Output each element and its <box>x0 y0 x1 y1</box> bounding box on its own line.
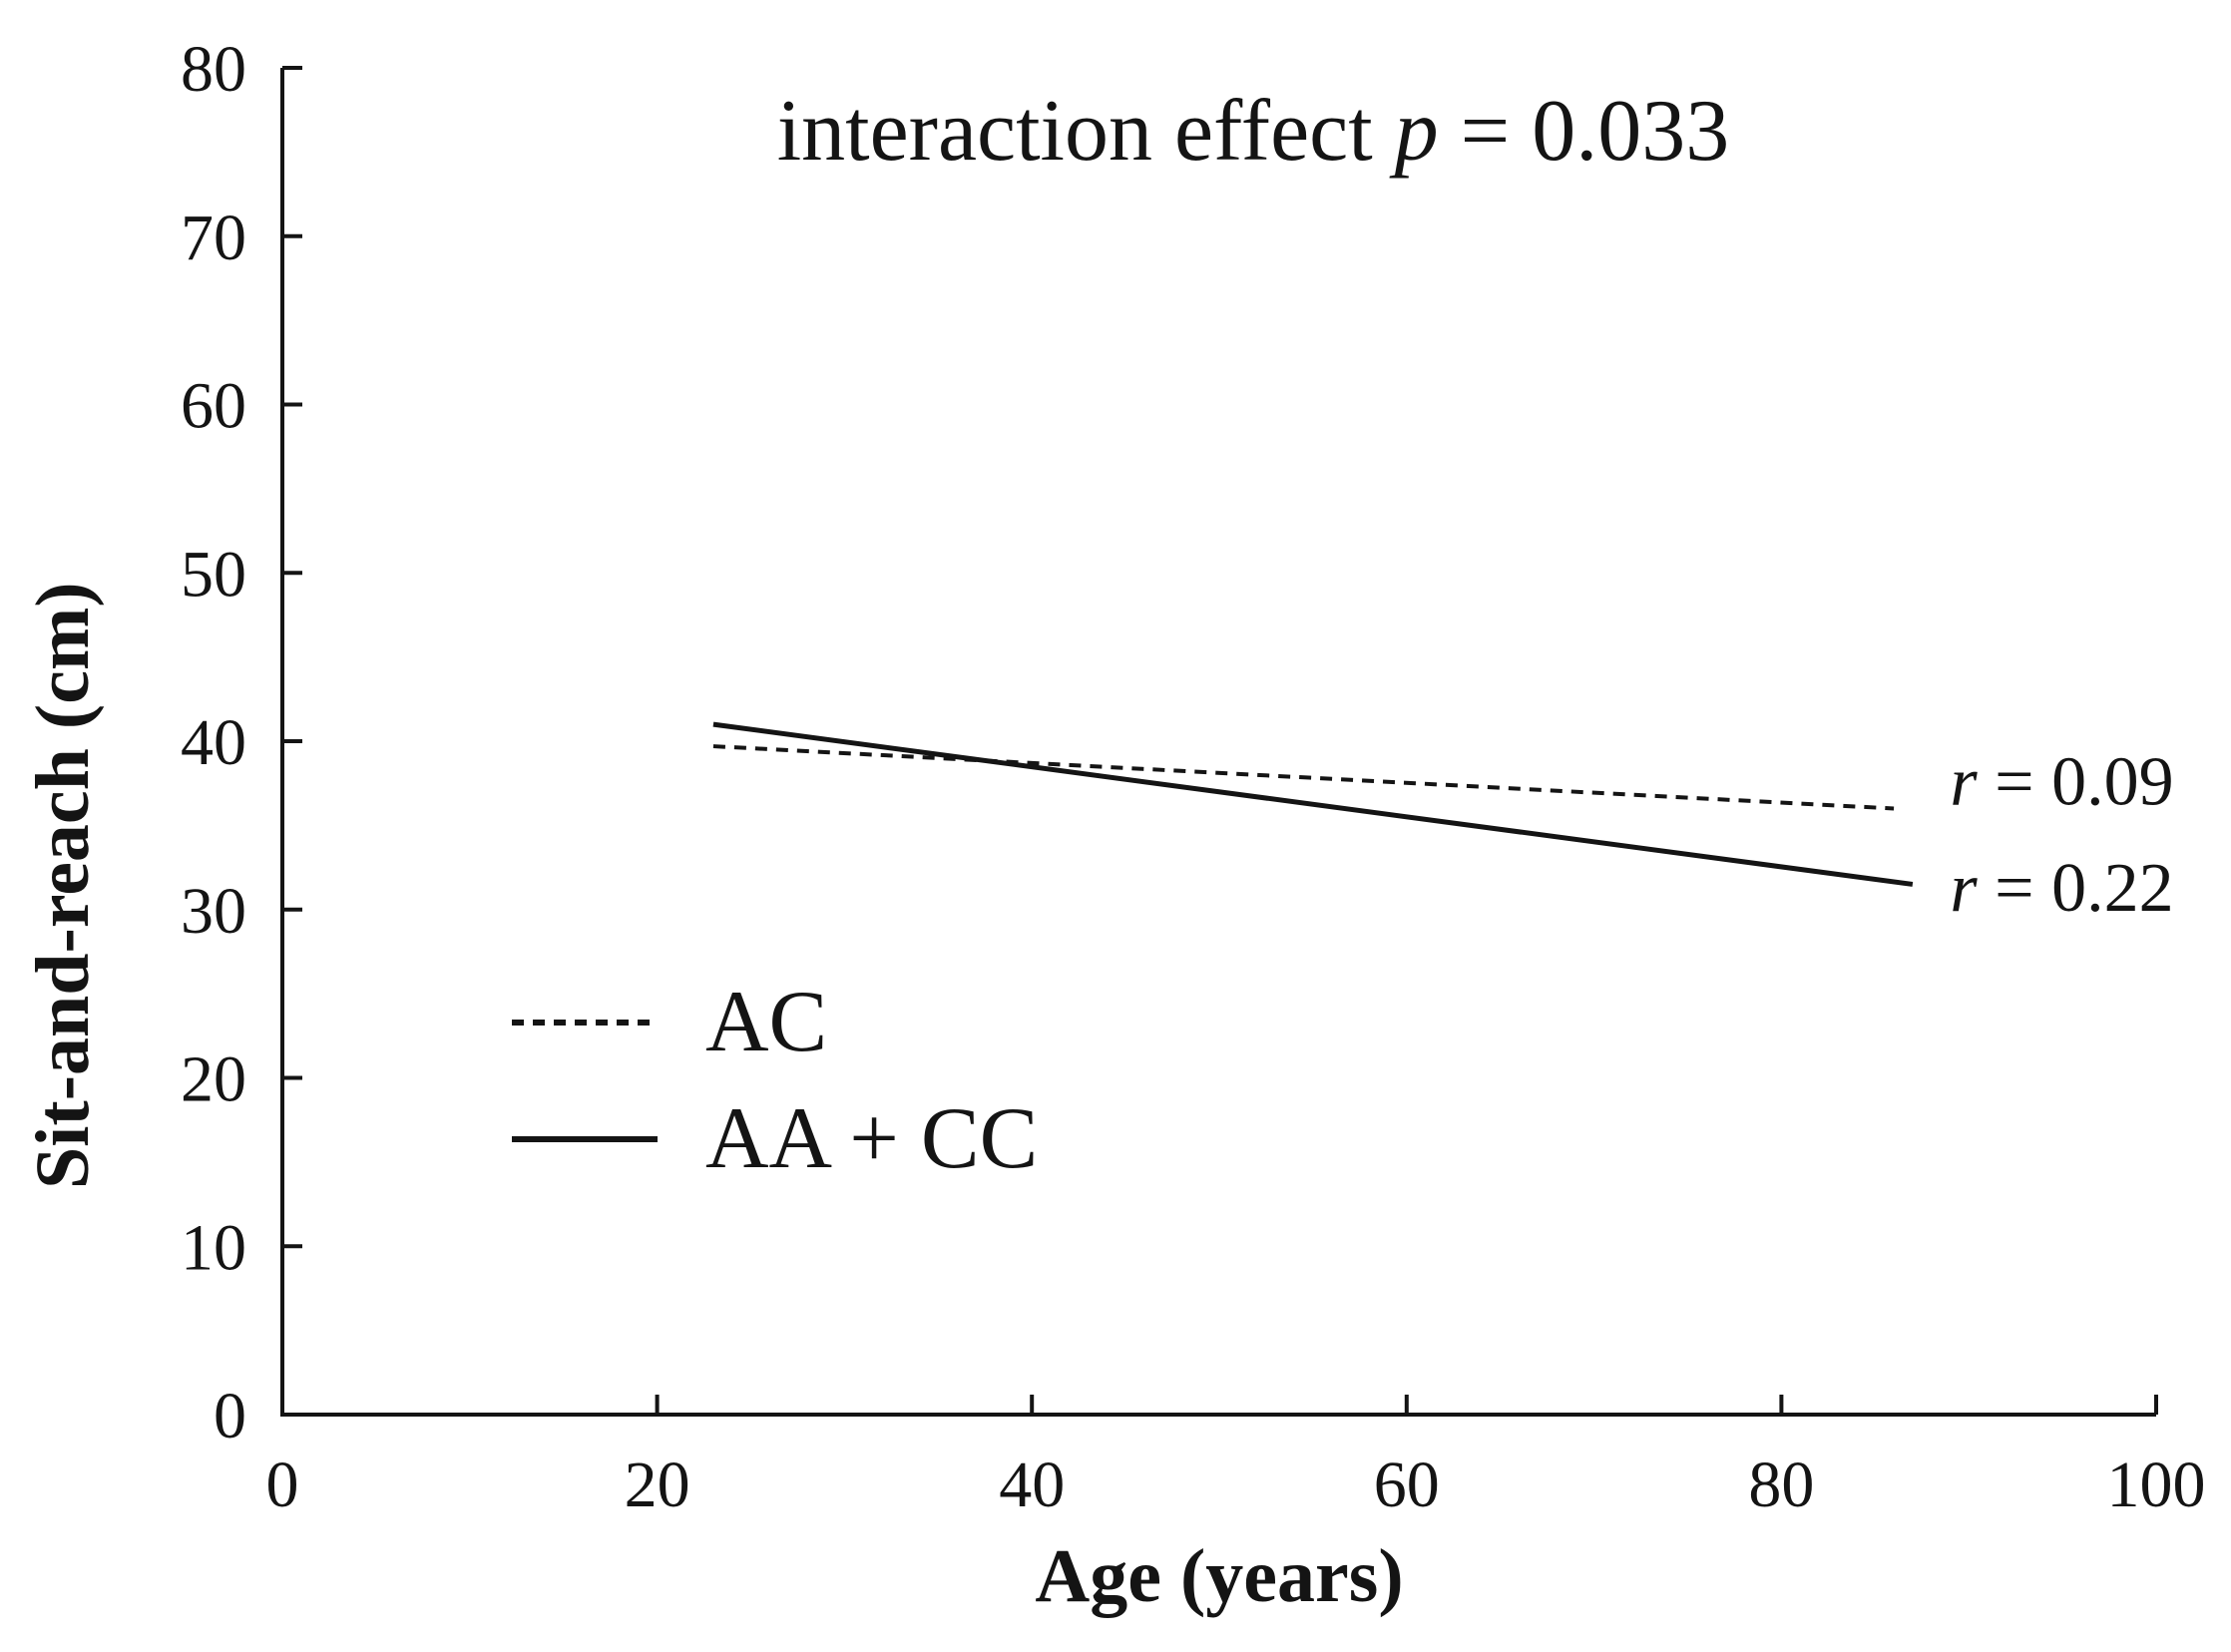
y-tick-label: 40 <box>181 706 246 779</box>
x-tick-label: 100 <box>2107 1448 2206 1521</box>
x-tick-label: 20 <box>625 1448 690 1521</box>
r-symbol: r <box>1950 743 1978 820</box>
chart-title-p-value: = 0.033 <box>1438 83 1730 180</box>
x-tick-label: 40 <box>999 1448 1065 1521</box>
y-tick-label: 50 <box>181 538 246 611</box>
y-tick-label: 70 <box>181 202 246 274</box>
legend-item: AA + CC <box>512 1093 1038 1185</box>
x-tick-label: 0 <box>266 1448 299 1521</box>
y-axis-title: Sit-and-reach (cm) <box>21 582 105 1189</box>
legend-line-sample-solid <box>512 1136 658 1142</box>
y-tick-label: 0 <box>214 1380 246 1452</box>
series-line-aa-cc <box>712 721 1914 887</box>
y-tick-label: 60 <box>181 370 246 443</box>
r-value: = 0.09 <box>1978 743 2174 820</box>
chart-title-p-symbol: p <box>1394 83 1439 180</box>
r-annotation: r = 0.09 <box>1950 743 2173 820</box>
x-tick-label: 80 <box>1748 1448 1814 1521</box>
legend-line-sample-dashed <box>512 1020 658 1026</box>
legend-item: AC <box>512 977 827 1068</box>
x-axis-title: Age (years) <box>1035 1534 1404 1618</box>
y-tick-label: 20 <box>181 1043 246 1116</box>
x-tick-label: 60 <box>1374 1448 1440 1521</box>
axes-spines <box>280 68 2156 1417</box>
y-tick-label: 80 <box>181 33 246 106</box>
chart-title-text: interaction effect <box>776 83 1395 180</box>
series-line-ac <box>712 744 1895 811</box>
legend-label: AA + CC <box>705 1090 1039 1187</box>
y-tick-label: 10 <box>181 1211 246 1284</box>
legend-label: AC <box>705 974 828 1070</box>
chart-title: interaction effect p = 0.033 <box>777 88 1730 176</box>
y-tick-label: 30 <box>181 875 246 948</box>
r-value: = 0.22 <box>1978 849 2174 926</box>
r-annotation: r = 0.22 <box>1950 849 2173 926</box>
r-symbol: r <box>1950 849 1978 926</box>
